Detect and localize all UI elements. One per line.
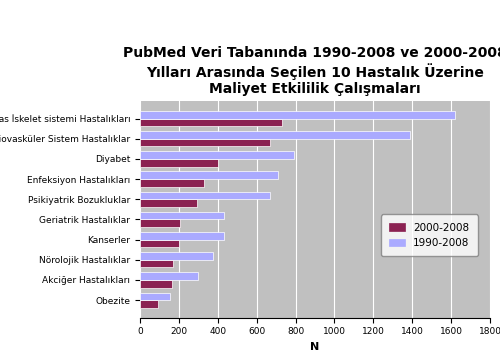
Bar [140, 192, 270, 199]
X-axis label: N: N [310, 342, 320, 352]
Bar [140, 252, 213, 260]
Title: PubMed Veri Tabanında 1990-2008 ve 2000-2008
Yılları Arasında Seçilen 10 Hastalı: PubMed Veri Tabanında 1990-2008 ve 2000-… [123, 46, 500, 96]
Bar [140, 179, 204, 187]
Bar [140, 199, 198, 207]
Bar [140, 232, 224, 240]
Bar [140, 159, 218, 167]
Bar [140, 131, 410, 139]
Bar [140, 272, 198, 280]
Bar [140, 260, 173, 268]
Bar [140, 212, 224, 219]
Bar [140, 300, 158, 308]
Legend: 2000-2008, 1990-2008: 2000-2008, 1990-2008 [381, 214, 478, 256]
Bar [140, 111, 455, 119]
Bar [140, 280, 172, 288]
Bar [140, 139, 270, 147]
Bar [140, 219, 180, 227]
Bar [140, 151, 294, 159]
Bar [140, 292, 170, 300]
Bar [140, 240, 179, 247]
Bar [140, 171, 278, 179]
Bar [140, 119, 282, 126]
